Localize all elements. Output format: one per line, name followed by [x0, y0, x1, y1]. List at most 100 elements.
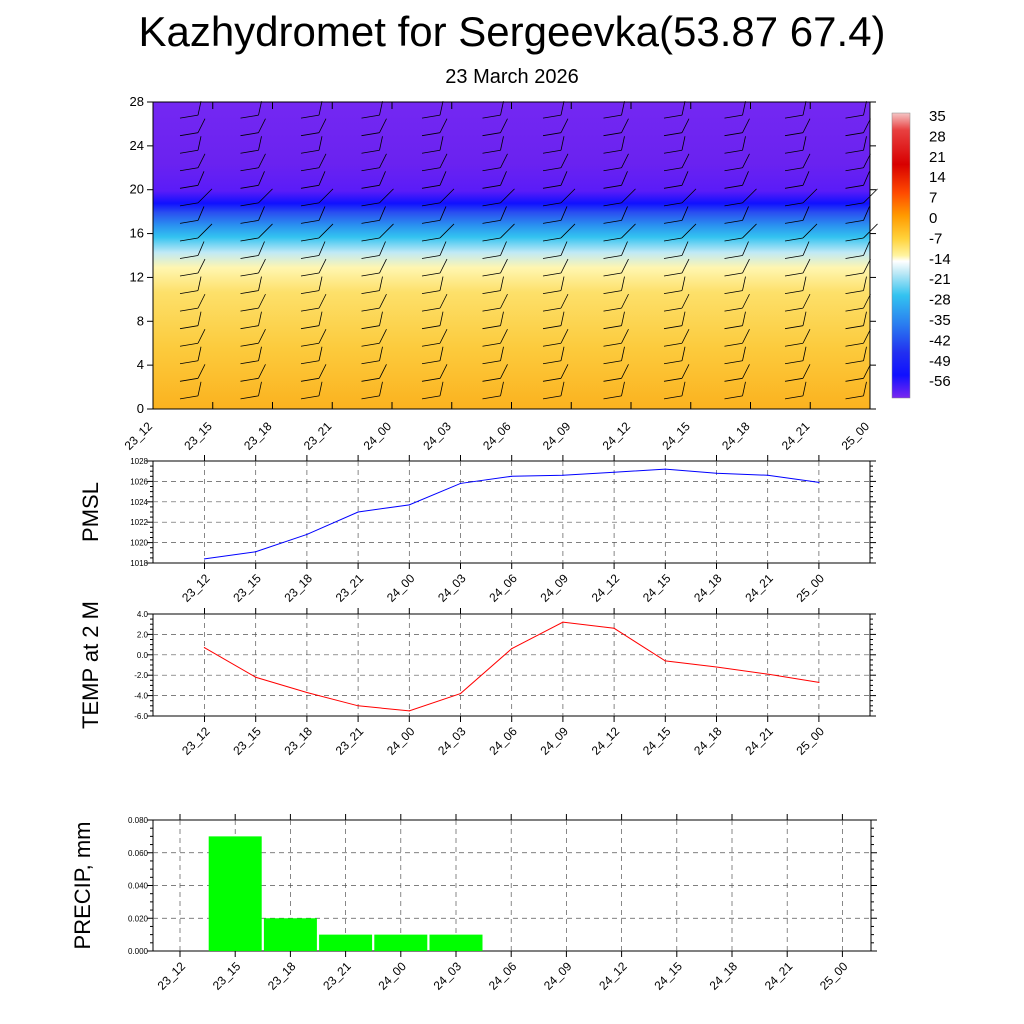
wind-barb-staff — [863, 258, 871, 274]
wind-barb-flag — [300, 360, 320, 365]
wind-barb-flag — [179, 149, 199, 154]
wind-barb-staff — [258, 381, 262, 396]
wind-barb-flag — [300, 149, 320, 154]
wind-barb-staff — [681, 136, 686, 151]
wind-barb-staff — [197, 101, 202, 116]
wind-barb-flag — [845, 237, 864, 242]
wind-barb-staff — [379, 311, 383, 326]
x-tick-label: 23_18 — [282, 724, 316, 758]
wind-barb-flag — [663, 272, 683, 277]
wind-barb-staff — [318, 101, 323, 116]
wind-barb-flag — [663, 149, 683, 154]
wind-barb-flag — [663, 342, 683, 347]
wind-barb-staff — [560, 118, 569, 133]
wind-barb-staff — [197, 293, 206, 309]
wind-barb-flag — [482, 325, 501, 330]
wind-barb-staff — [258, 311, 262, 326]
wind-barb-staff — [802, 188, 818, 204]
wind-barb-staff — [500, 276, 504, 291]
wind-barb-staff — [258, 153, 266, 168]
x-tick-label: 24_09 — [541, 959, 575, 993]
wind-barb-flag — [784, 132, 804, 137]
wind-barb-staff — [379, 293, 387, 309]
colorbar-label: -21 — [929, 271, 951, 288]
wind-barb-flag — [845, 377, 864, 382]
cross-y-tick-label: 16 — [130, 226, 144, 241]
cross-x-tick-label: 25_00 — [839, 419, 873, 453]
wind-barb-flag — [724, 272, 743, 277]
wind-barb-flag — [542, 220, 562, 224]
pmsl-panel: 1018 1020 1022 1024 1026 1028 23_12 23_15 23_18 2… — [78, 455, 876, 605]
wind-barb-staff — [621, 311, 625, 326]
wind-barb-staff — [802, 258, 811, 274]
wind-barb-flag — [603, 255, 622, 259]
wind-barb-flag — [240, 167, 259, 172]
y-tick-label: 0.040 — [128, 882, 149, 891]
data-point — [664, 468, 666, 470]
wind-barb-staff — [863, 329, 871, 344]
wind-barb-staff — [681, 101, 686, 116]
wind-barb-staff — [802, 153, 811, 168]
wind-barb-flag — [784, 149, 804, 154]
wind-barb-flag — [300, 272, 320, 277]
wind-barb-staff — [863, 118, 871, 133]
x-tick-label: 24_21 — [742, 571, 776, 605]
cross-section-panel: 0 4 8 12 16 20 24 28 23_12 23_15 23_18 23_21 24_00 2… — [122, 94, 951, 453]
colorbar-label: -56 — [929, 373, 951, 390]
data-point — [818, 481, 820, 484]
wind-barb-flag — [542, 395, 562, 400]
wind-barb-staff — [681, 293, 690, 309]
wind-barb-flag — [361, 220, 380, 224]
wind-barb-staff — [802, 293, 811, 309]
wind-barb-flag — [179, 132, 199, 137]
wind-barb-staff — [439, 258, 448, 274]
wind-barb-staff — [681, 364, 690, 379]
wind-barb-staff — [742, 136, 746, 151]
wind-barb-staff — [500, 188, 515, 204]
wind-barb-flag — [845, 202, 864, 207]
wind-barb-staff — [318, 276, 323, 291]
wind-barb-staff — [681, 241, 689, 256]
wind-barb-staff — [258, 276, 262, 291]
wind-barb-staff — [379, 223, 394, 239]
wind-barb-staff — [742, 329, 750, 344]
wind-barb-staff — [379, 171, 386, 186]
wind-barb-staff — [318, 364, 327, 379]
data-point — [818, 681, 820, 683]
wind-barb-flag — [603, 307, 622, 312]
wind-barb-flag — [724, 220, 743, 224]
wind-barb-flag — [845, 290, 864, 294]
wind-barb-flag — [482, 220, 501, 224]
wind-barb-flag — [361, 325, 380, 330]
wind-barb-staff — [439, 364, 448, 379]
wind-barb-staff — [318, 153, 327, 168]
wind-barb-staff — [318, 346, 323, 361]
cross-y-tick-label: 24 — [130, 138, 144, 153]
y-tick-label: 0.080 — [128, 816, 149, 825]
x-tick-label: 24_18 — [691, 571, 725, 605]
wind-barb-flag — [724, 202, 743, 207]
wind-barb-flag — [179, 395, 199, 400]
wind-barb-flag — [179, 237, 199, 242]
cross-x-tick-label: 23_12 — [122, 419, 156, 453]
wind-barb-flag — [421, 360, 441, 365]
wind-barb-staff — [742, 206, 749, 221]
wind-barb-staff — [439, 118, 448, 133]
wind-barb-staff — [439, 136, 444, 151]
wind-barb-flag — [845, 395, 864, 400]
x-tick-label: 23_21 — [320, 959, 354, 993]
wind-barb-flag — [482, 360, 501, 365]
wind-barb-flag — [784, 114, 804, 119]
wind-barb-staff — [863, 206, 870, 221]
colorbar-label: -42 — [929, 332, 951, 349]
wind-barb-staff — [439, 171, 447, 186]
wind-barb-flag — [361, 237, 380, 242]
wind-barb-flag — [482, 272, 501, 277]
precip-bar — [319, 934, 373, 951]
wind-barb-flag — [542, 325, 562, 330]
wind-barb-flag — [482, 255, 501, 259]
wind-barb-flag — [663, 237, 683, 242]
wind-barb-staff — [863, 346, 867, 361]
colorbar-label: -28 — [929, 292, 951, 309]
cross-x-tick-label: 24_00 — [361, 419, 395, 453]
